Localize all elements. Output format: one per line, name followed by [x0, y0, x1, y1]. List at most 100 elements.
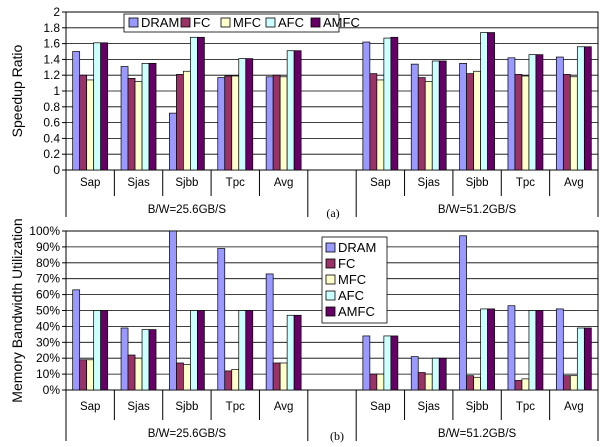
legend-label-dram: DRAM	[338, 240, 376, 255]
bar-mfc-sap	[86, 359, 95, 391]
bar-amfc-sjas	[438, 60, 447, 171]
legend-label-amfc: AMFC	[323, 15, 360, 30]
bar-mfc-sjas	[134, 81, 143, 171]
bar-afc-sap	[383, 335, 392, 391]
bar-mfc-tpc	[231, 75, 240, 171]
bar-afc-tpc	[528, 54, 537, 171]
bar-fc-avg	[562, 375, 571, 391]
bar-mfc-avg	[279, 76, 288, 171]
bar-dram-tpc	[217, 77, 226, 171]
y-tick-label: 60%	[36, 288, 60, 302]
category-label: Sap	[370, 401, 390, 413]
legend-label-fc: FC	[338, 256, 355, 271]
bar-amfc-avg	[293, 50, 302, 171]
y-tick-label: 20%	[36, 351, 60, 365]
category-label: Sjbb	[175, 177, 198, 189]
bar-afc-sjbb	[190, 310, 198, 391]
bar-afc-sap	[383, 37, 392, 171]
bar-dram-sjbb	[169, 112, 177, 171]
panel-label: (a)	[326, 206, 339, 220]
y-axis-label: Speedup Ratio	[9, 44, 25, 137]
bar-amfc-tpc	[245, 58, 254, 171]
bar-afc-avg	[576, 327, 585, 391]
panel-label: (b)	[330, 429, 344, 443]
bar-afc-sjas	[431, 357, 440, 391]
bar-amfc-sjas	[148, 62, 157, 171]
category-label: Sjbb	[175, 401, 198, 413]
legend-label-afc: AFC	[338, 288, 364, 303]
group-label: B/W=51.2GB/S	[438, 428, 517, 440]
bar-amfc-sjas	[148, 329, 157, 391]
legend-label-mfc: MFC	[338, 272, 366, 287]
chart-panel-2: 0% 10% 20% 30% 40%50% 60% 70% 80% 90% 100% Sap Sjas…	[9, 218, 599, 443]
category-label: Sjbb	[466, 177, 489, 189]
bar-afc-sap	[93, 310, 102, 391]
y-tick-label: 1.6	[43, 37, 60, 51]
legend-label-mfc: MFC	[233, 15, 261, 30]
bar-mfc-tpc	[231, 368, 240, 391]
bar-mfc-avg	[279, 362, 288, 391]
bar-afc-sjbb	[190, 36, 198, 171]
y-tick-label: 100%	[29, 224, 60, 238]
category-label: Sap	[370, 177, 390, 189]
bar-amfc-sap	[100, 42, 109, 171]
bar-dram-tpc	[217, 248, 226, 391]
bar-mfc-tpc	[521, 75, 530, 171]
bar-dram-sjbb	[459, 62, 467, 171]
bar-fc-avg	[272, 362, 281, 391]
y-tick-label: 2	[53, 5, 60, 19]
bar-mfc-sap	[376, 79, 385, 171]
y-tick-label: 10%	[36, 367, 60, 381]
bar-dram-sap	[72, 51, 81, 171]
bar-fc-avg	[562, 74, 571, 171]
legend-swatch-dram	[128, 17, 139, 28]
category-label: Tpc	[516, 401, 535, 413]
y-tick-label: 0%	[43, 383, 61, 397]
bar-afc-sjbb	[480, 308, 488, 391]
category-label: Tpc	[226, 177, 245, 189]
bar-fc-sjbb	[176, 362, 184, 391]
y-tick-label: 0.4	[43, 131, 60, 145]
y-tick-label: 80%	[36, 256, 60, 270]
category-label: Sap	[80, 177, 100, 189]
bar-fc-sjas	[417, 77, 426, 171]
bar-afc-sap	[93, 42, 102, 171]
bar-fc-sjas	[417, 372, 426, 391]
bar-amfc-sap	[390, 36, 399, 171]
y-tick-label: 1.8	[43, 21, 60, 35]
bar-afc-sjas	[431, 60, 440, 171]
legend-swatch-afc	[325, 290, 336, 301]
bar-amfc-tpc	[535, 310, 544, 391]
bar-dram-sap	[362, 335, 371, 391]
y-tick-label: 90%	[36, 240, 60, 254]
bar-fc-sjbb	[466, 375, 474, 391]
bar-mfc-sjbb	[183, 70, 191, 171]
bar-amfc-sap	[390, 335, 399, 391]
bar-mfc-sjas	[424, 373, 433, 391]
bar-fc-sap	[79, 359, 88, 391]
category-label: Sap	[80, 401, 100, 413]
bar-amfc-sjbb	[197, 310, 205, 391]
bar-fc-avg	[272, 74, 281, 171]
legend: DRAM FC MFC AFC AMFC	[123, 13, 360, 33]
bar-afc-avg	[286, 314, 295, 391]
y-tick-label: 1.4	[43, 52, 60, 66]
legend-label-amfc: AMFC	[338, 304, 375, 319]
bar-mfc-avg	[569, 375, 578, 391]
bar-mfc-sjbb	[473, 70, 481, 171]
group-label: B/W=25.6GB/S	[148, 428, 227, 440]
category-label: Tpc	[226, 401, 245, 413]
bar-fc-tpc	[514, 380, 523, 391]
bar-mfc-sjas	[134, 357, 143, 391]
bar-dram-sjas	[120, 66, 129, 171]
bar-dram-avg	[555, 56, 564, 171]
category-label: Avg	[564, 177, 584, 189]
bar-mfc-sap	[86, 79, 95, 171]
bar-afc-tpc	[238, 310, 247, 391]
bar-afc-avg	[286, 50, 295, 171]
y-tick-label: 40%	[36, 319, 60, 333]
bar-afc-tpc	[528, 310, 537, 391]
bar-amfc-sap	[100, 310, 109, 391]
group-label: B/W=25.6GB/S	[148, 204, 227, 216]
